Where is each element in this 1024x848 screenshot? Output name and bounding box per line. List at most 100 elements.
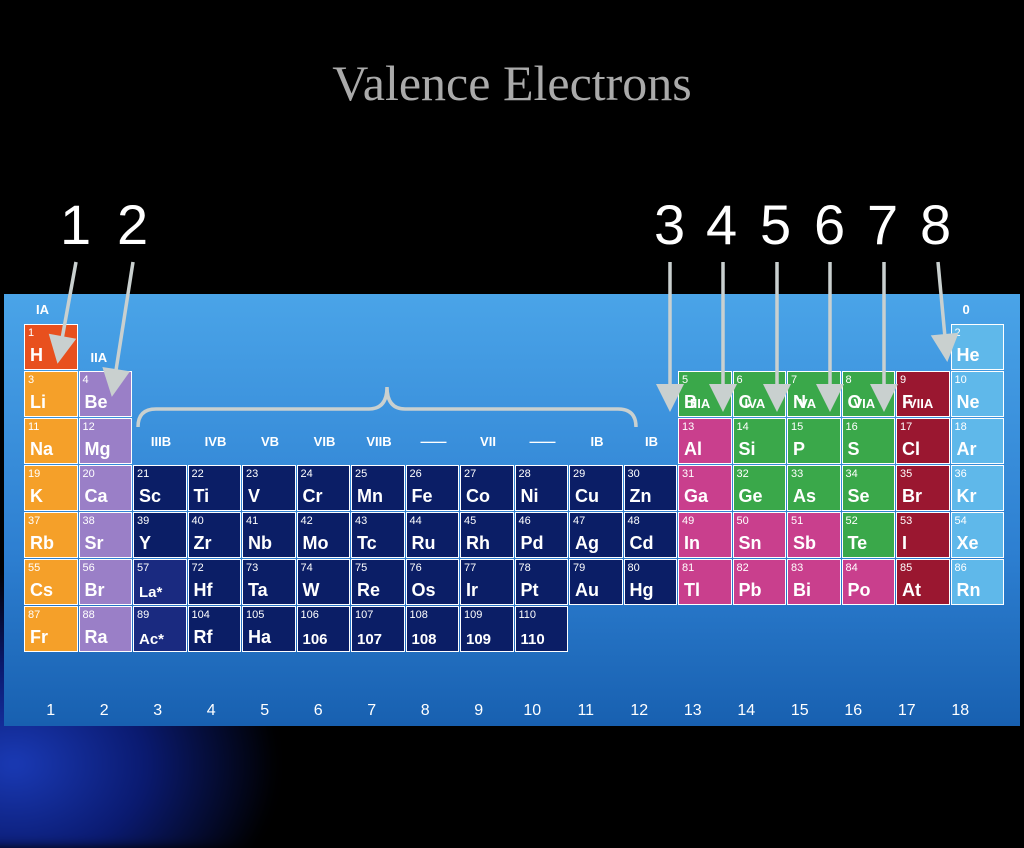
element-P: 15P — [787, 418, 841, 464]
group-label: VIA — [854, 396, 876, 411]
group-b-label: VII — [468, 434, 508, 449]
group-b-label: —— — [414, 434, 454, 449]
group-b-label: VB — [250, 434, 290, 449]
element-Kr: 36Kr — [951, 465, 1005, 511]
element-Ni: 28Ni — [515, 465, 569, 511]
element-I: 53I — [896, 512, 950, 558]
element-Ha: 105Ha — [242, 606, 296, 652]
element-Ge: 32Ge — [733, 465, 787, 511]
element-Sr: 38Sr — [79, 512, 133, 558]
group-label: VA — [799, 396, 816, 411]
element-Sn: 50Sn — [733, 512, 787, 558]
element-Mg: 12Mg — [79, 418, 133, 464]
col-number: 15 — [773, 702, 827, 720]
col-number: 6 — [292, 702, 346, 720]
valence-4: 4 — [706, 192, 737, 257]
element-Ga: 31Ga — [678, 465, 732, 511]
element-Mn: 25Mn — [351, 465, 405, 511]
valence-1: 1 — [60, 192, 91, 257]
valence-5: 5 — [760, 192, 791, 257]
element-Cd: 48Cd — [624, 512, 678, 558]
element-Si: 14Si — [733, 418, 787, 464]
element-Ag: 47Ag — [569, 512, 623, 558]
element-Ru: 44Ru — [406, 512, 460, 558]
element-Sb: 51Sb — [787, 512, 841, 558]
periodic-table: 1H2He3Li4Be5B6C7N8O9F10Ne11Na12Mg13Al14S… — [4, 294, 1020, 726]
group-label: 0 — [963, 302, 970, 317]
element-La: 57La* — [133, 559, 187, 605]
element-Cs: 55Cs — [24, 559, 78, 605]
col-number: 5 — [238, 702, 292, 720]
element-109: 109109 — [460, 606, 514, 652]
element-Pd: 46Pd — [515, 512, 569, 558]
element-110: 110110 — [515, 606, 569, 652]
element-Te: 52Te — [842, 512, 896, 558]
element-Br: 35Br — [896, 465, 950, 511]
element-Be: 4Be — [79, 371, 133, 417]
valence-6: 6 — [814, 192, 845, 257]
element-Hg: 80Hg — [624, 559, 678, 605]
element-Tc: 43Tc — [351, 512, 405, 558]
element-Zn: 30Zn — [624, 465, 678, 511]
element-Ca: 20Ca — [79, 465, 133, 511]
element-Cu: 29Cu — [569, 465, 623, 511]
element-V: 23V — [242, 465, 296, 511]
page-title: Valence Electrons — [0, 54, 1024, 112]
group-label: IIIA — [690, 396, 710, 411]
valence-7: 7 — [867, 192, 898, 257]
element-H: 1H — [24, 324, 78, 370]
element-Pb: 82Pb — [733, 559, 787, 605]
element-107: 107107 — [351, 606, 405, 652]
col-number: 1 — [24, 702, 78, 720]
element-Ra: 88Ra — [79, 606, 133, 652]
element-Au: 79Au — [569, 559, 623, 605]
group-b-label: VIIB — [359, 434, 399, 449]
element-In: 49In — [678, 512, 732, 558]
element-Co: 27Co — [460, 465, 514, 511]
col-number: 10 — [506, 702, 560, 720]
element-W: 74W — [297, 559, 351, 605]
element-Ne: 10Ne — [951, 371, 1005, 417]
element-Hf: 72Hf — [188, 559, 242, 605]
col-number: 13 — [666, 702, 720, 720]
element-Rh: 45Rh — [460, 512, 514, 558]
element-Zr: 40Zr — [188, 512, 242, 558]
valence-2: 2 — [117, 192, 148, 257]
col-number: 17 — [880, 702, 934, 720]
element-Nb: 41Nb — [242, 512, 296, 558]
element-Rb: 37Rb — [24, 512, 78, 558]
group-label: IVA — [745, 396, 766, 411]
col-number: 9 — [452, 702, 506, 720]
group-b-label: IIIB — [141, 434, 181, 449]
col-number: 14 — [720, 702, 774, 720]
col-number: 7 — [345, 702, 399, 720]
element-Bi: 83Bi — [787, 559, 841, 605]
element-Ti: 22Ti — [188, 465, 242, 511]
element-Tl: 81Tl — [678, 559, 732, 605]
element-S: 16S — [842, 418, 896, 464]
group-label: VIIA — [908, 396, 933, 411]
element-Rf: 104Rf — [188, 606, 242, 652]
col-number: 8 — [399, 702, 453, 720]
element-Sc: 21Sc — [133, 465, 187, 511]
element-As: 33As — [787, 465, 841, 511]
group-b-label: IVB — [196, 434, 236, 449]
element-Al: 13Al — [678, 418, 732, 464]
element-He: 2He — [951, 324, 1005, 370]
group-label: IA — [36, 302, 49, 317]
group-label: IIA — [91, 350, 108, 365]
group-b-label: —— — [523, 434, 563, 449]
element-Br: 56Br — [79, 559, 133, 605]
col-number: 12 — [613, 702, 667, 720]
col-number: 2 — [78, 702, 132, 720]
group-b-label: IB — [577, 434, 617, 449]
element-Cr: 24Cr — [297, 465, 351, 511]
valence-3: 3 — [654, 192, 685, 257]
ptable-grid: 1H2He3Li4Be5B6C7N8O9F10Ne11Na12Mg13Al14S… — [24, 324, 1004, 652]
element-Se: 34Se — [842, 465, 896, 511]
element-K: 19K — [24, 465, 78, 511]
element-Po: 84Po — [842, 559, 896, 605]
element-Pt: 78Pt — [515, 559, 569, 605]
col-number: 16 — [827, 702, 881, 720]
group-b-label: IB — [632, 434, 672, 449]
